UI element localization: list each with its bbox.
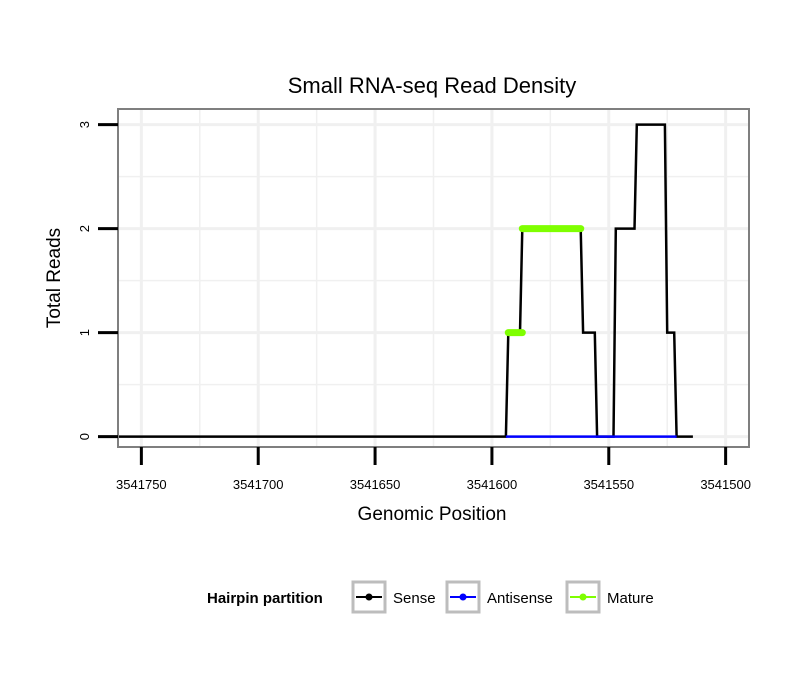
series-layer xyxy=(118,123,693,438)
legend-point-antisense xyxy=(459,593,467,601)
x-tick-label: 3541700 xyxy=(233,477,284,492)
x-tick-label: 3541600 xyxy=(467,477,518,492)
x-tick-label: 3541550 xyxy=(583,477,634,492)
legend-label-antisense: Antisense xyxy=(487,590,553,607)
x-tick-label: 3541500 xyxy=(700,477,751,492)
x-axis-label: Genomic Position xyxy=(358,504,507,525)
legend-title: Hairpin partition xyxy=(207,590,323,607)
y-tick-label: 1 xyxy=(77,329,92,336)
y-tick-label: 2 xyxy=(77,225,92,232)
y-axis-label: Total Reads xyxy=(44,228,65,328)
x-axis: 3541750 3541700 3541650 3541600 3541550 35415… xyxy=(116,447,751,492)
plot-border xyxy=(117,108,750,448)
y-axis: 0 1 2 3 xyxy=(77,121,118,440)
x-tick-label: 3541650 xyxy=(350,477,401,492)
chart-title: Small RNA-seq Read Density xyxy=(288,73,577,98)
y-tick-label: 0 xyxy=(77,433,92,440)
x-tick-label: 3541750 xyxy=(116,477,167,492)
y-tick-label: 3 xyxy=(77,121,92,128)
legend-item-sense: Sense xyxy=(351,580,436,614)
legend-item-antisense: Antisense xyxy=(445,580,553,614)
legend-point-mature xyxy=(579,593,587,601)
legend-label-sense: Sense xyxy=(393,590,436,607)
legend-point-sense xyxy=(365,593,373,601)
legend-item-mature: Mature xyxy=(565,580,654,614)
legend-label-mature: Mature xyxy=(607,590,654,607)
legend: Hairpin partition Sense Antisense Mature xyxy=(207,580,654,614)
